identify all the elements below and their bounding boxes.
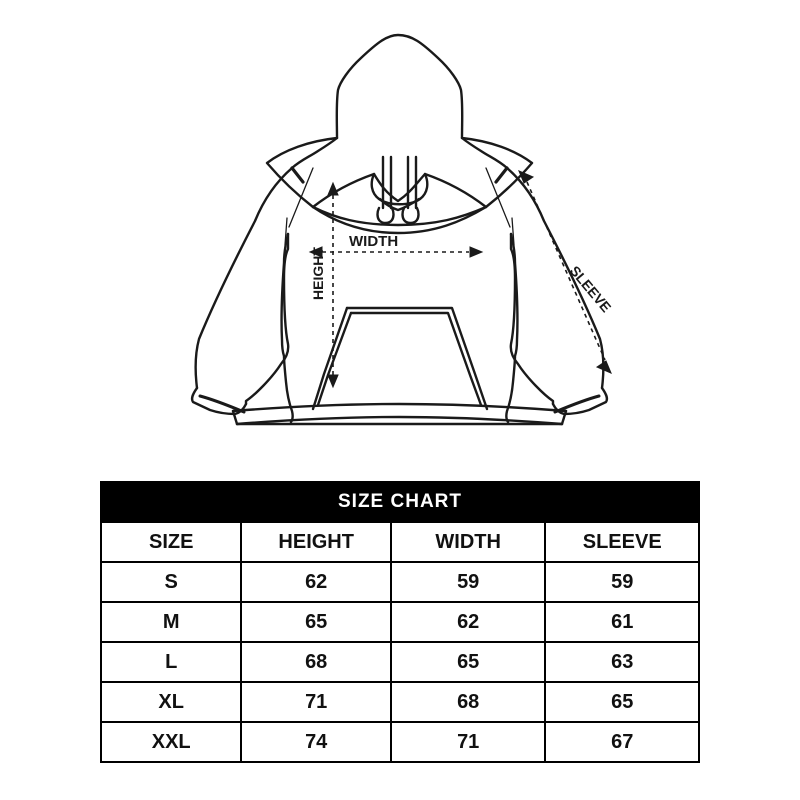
svg-text:HEIGHT: HEIGHT: [310, 247, 326, 300]
svg-text:SLEEVE: SLEEVE: [567, 263, 615, 316]
svg-text:WIDTH: WIDTH: [349, 233, 398, 250]
